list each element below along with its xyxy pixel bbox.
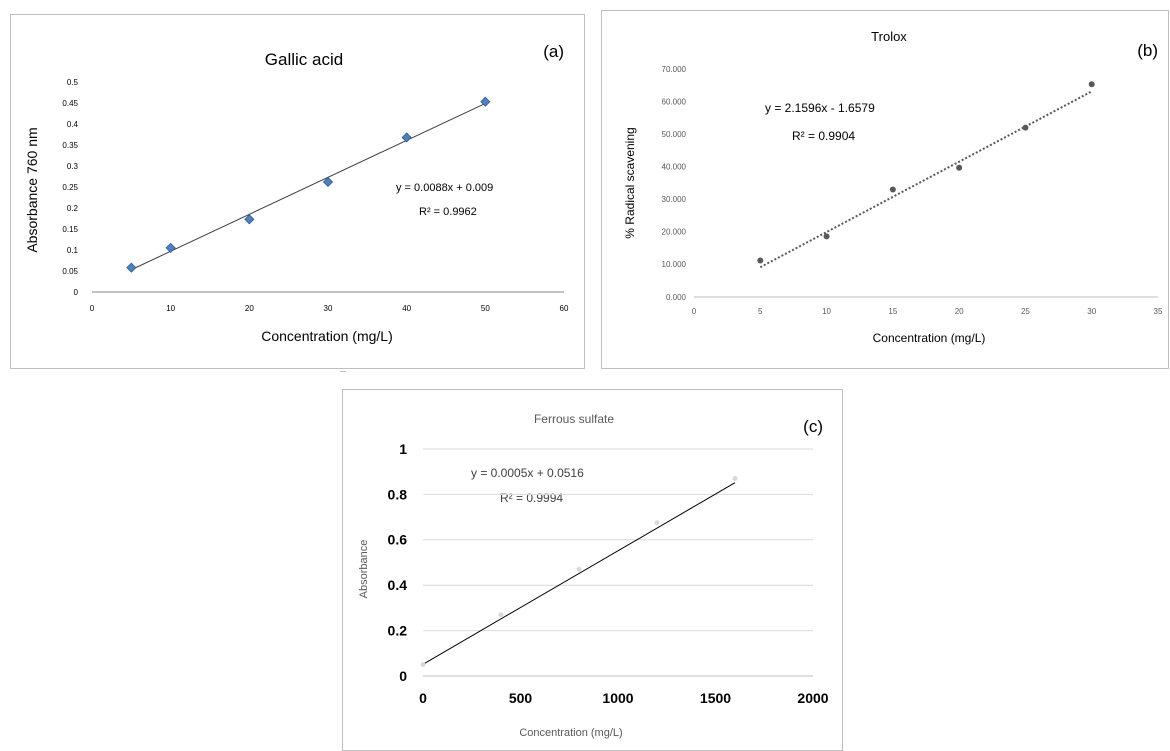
r-squared-label: R² = 0.9962 [419,206,477,218]
data-point [480,96,491,107]
chart-title: Trolox [871,29,907,44]
y-tick-label: 0.05 [62,267,78,276]
y-tick-label: 0.15 [62,225,78,234]
chart-panel-gallic-acid: Gallic acid (a) Concentration (mg/L) Abs… [10,14,585,369]
panel-label: (c) [803,417,823,436]
y-tick-label: 30.000 [662,195,687,204]
panel-label: (a) [543,42,564,61]
y-tick-label: 0.3 [67,162,79,171]
data-point [757,257,764,264]
x-tick-label: 10 [822,307,831,316]
chart-title: Gallic acid [265,50,343,69]
y-tick-label: 0.5 [67,78,79,87]
x-tick-label: 1000 [602,690,633,706]
plot-area: 0 0.05 0.1 0.15 0.2 0.25 0.3 0.35 0.4 0.45 0.5 0 10 2… [62,78,569,313]
data-point [244,214,255,225]
y-axis-label: Absorbance 760 nm [24,127,40,252]
trendline [759,90,1093,269]
x-tick-label: 1500 [700,690,731,706]
x-tick-label: 0 [692,307,697,316]
panel-label: (b) [1137,41,1158,60]
trendline-equation: y = 0.0005x + 0.0516 [471,466,584,480]
y-tick-label: 0.4 [388,577,408,593]
plot-area: 0 0.2 0.4 0.6 0.8 1 0 500 1000 1500 2000 [388,441,829,706]
y-axis-label: % Radical scavening [623,127,637,238]
x-tick-label: 20 [245,304,254,313]
x-tick-label: 30 [1087,307,1096,316]
y-tick-label: 40.000 [662,163,687,172]
data-point [576,566,582,572]
x-tick-label: 2000 [797,690,828,706]
data-point [956,164,963,171]
y-tick-label: 0 [74,288,79,297]
chart-panel-trolox: Trolox (b) Concentration (mg/L) % Radica… [601,10,1169,369]
plot-area: 0.000 10.000 20.000 30.000 40.000 50.000 60.00… [662,65,1163,316]
trendline-equation: y = 2.1596x - 1.6579 [765,101,875,115]
ferrous-sulfate-chart: Ferrous sulfate (c) Concentration (mg/L)… [358,412,829,739]
y-tick-label: 0 [399,668,407,684]
data-point [1088,81,1095,88]
trolox-chart: Trolox (b) Concentration (mg/L) % Radica… [623,29,1163,345]
data-point [322,176,334,188]
x-tick-label: 35 [1154,307,1163,316]
data-point [889,186,896,193]
y-axis-label: Absorbance [358,540,370,599]
y-tick-label: 10.000 [662,260,687,269]
data-point [654,520,660,526]
r-squared-label: R² = 0.9994 [500,491,563,505]
trendline [422,482,736,665]
data-point [165,242,176,253]
data-point [498,612,504,618]
data-point [126,262,137,273]
x-tick-label: 5 [758,307,763,316]
chart-title: Ferrous sulfate [534,412,614,426]
data-point [1022,124,1029,131]
x-tick-label: 50 [481,304,490,313]
x-axis-label: Concentration (mg/L) [261,328,393,344]
separator-mark [340,371,346,372]
x-axis-label: Concentration (mg/L) [873,331,986,345]
chart-panel-ferrous-sulfate: Ferrous sulfate (c) Concentration (mg/L)… [342,389,843,751]
x-tick-label: 15 [888,307,897,316]
y-tick-label: 0.6 [388,532,408,548]
y-tick-label: 1 [399,441,407,457]
x-axis-label: Concentration (mg/L) [519,727,622,739]
y-tick-label: 0.2 [67,204,79,213]
y-tick-label: 0.45 [62,99,78,108]
y-tick-label: 70.000 [662,65,687,74]
x-tick-label: 25 [1021,307,1030,316]
y-tick-label: 50.000 [662,130,687,139]
x-tick-label: 0 [419,690,427,706]
x-tick-label: 20 [955,307,964,316]
x-tick-label: 0 [90,304,95,313]
gallic-acid-chart: Gallic acid (a) Concentration (mg/L) Abs… [24,42,569,344]
y-tick-label: 0.25 [62,183,78,192]
trendline-equation: y = 0.0088x + 0.009 [396,182,493,194]
data-point [420,662,426,668]
data-point [401,132,412,143]
x-tick-label: 10 [166,304,175,313]
y-tick-label: 0.35 [62,141,78,150]
y-tick-label: 20.000 [662,228,687,237]
x-tick-label: 40 [402,304,411,313]
y-tick-label: 60.000 [662,97,687,106]
y-tick-label: 0.1 [67,246,79,255]
x-tick-label: 30 [324,304,333,313]
r-squared-label: R² = 0.9904 [792,129,855,143]
y-tick-label: 0.000 [666,293,687,302]
y-tick-label: 0.2 [388,623,408,639]
x-tick-label: 60 [560,304,569,313]
data-point [823,233,830,240]
trendline [131,102,486,271]
y-tick-label: 0.8 [388,486,408,502]
y-tick-label: 0.4 [67,120,79,129]
data-point [732,476,738,482]
x-tick-label: 500 [509,690,533,706]
